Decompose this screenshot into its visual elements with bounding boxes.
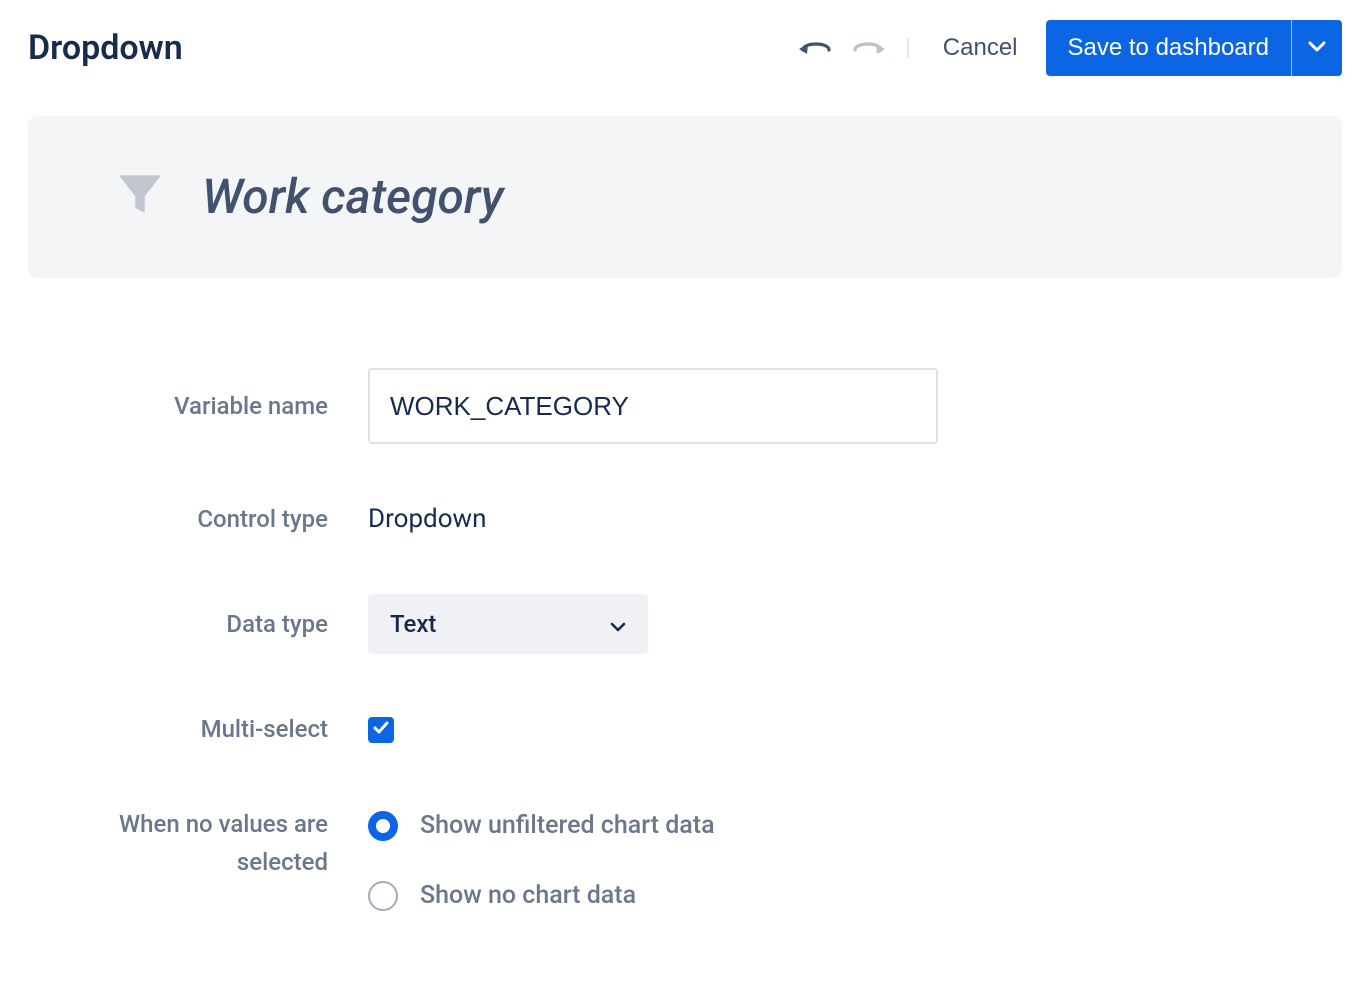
redo-icon[interactable]: [851, 38, 885, 58]
no-values-radio-group: Show unfiltered chart data Show no chart…: [368, 805, 715, 911]
header-bar: Dropdown Cancel Save to dashboard: [28, 20, 1342, 76]
page-title: Dropdown: [28, 28, 183, 68]
undo-redo-group: [799, 38, 909, 58]
radio-show-unfiltered[interactable]: Show unfiltered chart data: [368, 811, 715, 841]
row-multi-select: Multi-select: [28, 710, 1342, 748]
control-banner: Work category: [28, 116, 1342, 278]
control-title: Work category: [202, 168, 504, 225]
radio-label: Show unfiltered chart data: [420, 811, 715, 840]
save-button-group: Save to dashboard: [1046, 20, 1342, 76]
variable-name-input[interactable]: [368, 368, 938, 444]
multi-select-checkbox[interactable]: [368, 717, 394, 743]
chevron-down-icon: [610, 610, 626, 638]
data-type-value: Text: [390, 610, 436, 638]
label-variable-name: Variable name: [28, 387, 368, 425]
save-button[interactable]: Save to dashboard: [1046, 20, 1291, 76]
filter-icon: [112, 166, 168, 226]
row-data-type: Data type Text: [28, 594, 1342, 654]
chevron-down-icon: [1308, 41, 1326, 56]
header-actions: Cancel Save to dashboard: [799, 20, 1342, 76]
save-dropdown-button[interactable]: [1291, 20, 1342, 76]
label-data-type: Data type: [28, 605, 368, 643]
cancel-button[interactable]: Cancel: [925, 22, 1036, 74]
control-type-value: Dropdown: [368, 504, 486, 534]
radio-icon: [368, 811, 398, 841]
row-no-values: When no values are selected Show unfilte…: [28, 805, 1342, 911]
label-no-values: When no values are selected: [28, 805, 368, 882]
row-variable-name: Variable name: [28, 368, 1342, 444]
check-icon: [373, 720, 389, 739]
form: Variable name Control type Dropdown Data…: [28, 368, 1342, 911]
radio-show-none[interactable]: Show no chart data: [368, 881, 715, 911]
data-type-select[interactable]: Text: [368, 594, 648, 654]
label-control-type: Control type: [28, 500, 368, 538]
row-control-type: Control type Dropdown: [28, 500, 1342, 538]
radio-label: Show no chart data: [420, 881, 636, 910]
radio-icon: [368, 881, 398, 911]
label-multi-select: Multi-select: [28, 710, 368, 748]
undo-icon[interactable]: [799, 38, 833, 58]
